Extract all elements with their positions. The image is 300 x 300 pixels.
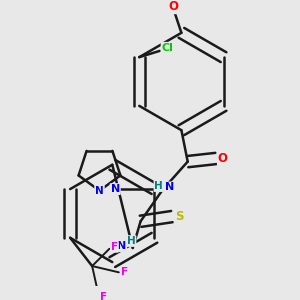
Text: F: F bbox=[121, 267, 128, 277]
Text: N: N bbox=[111, 184, 120, 194]
Text: N: N bbox=[117, 241, 126, 251]
Text: O: O bbox=[218, 152, 228, 165]
Text: N: N bbox=[95, 186, 104, 196]
Text: F: F bbox=[111, 242, 118, 252]
Text: F: F bbox=[100, 292, 107, 300]
Text: N: N bbox=[165, 182, 174, 192]
Text: S: S bbox=[175, 210, 183, 223]
Text: H: H bbox=[154, 181, 163, 191]
Text: H: H bbox=[127, 236, 136, 246]
Text: O: O bbox=[169, 0, 178, 13]
Text: Cl: Cl bbox=[162, 43, 173, 53]
